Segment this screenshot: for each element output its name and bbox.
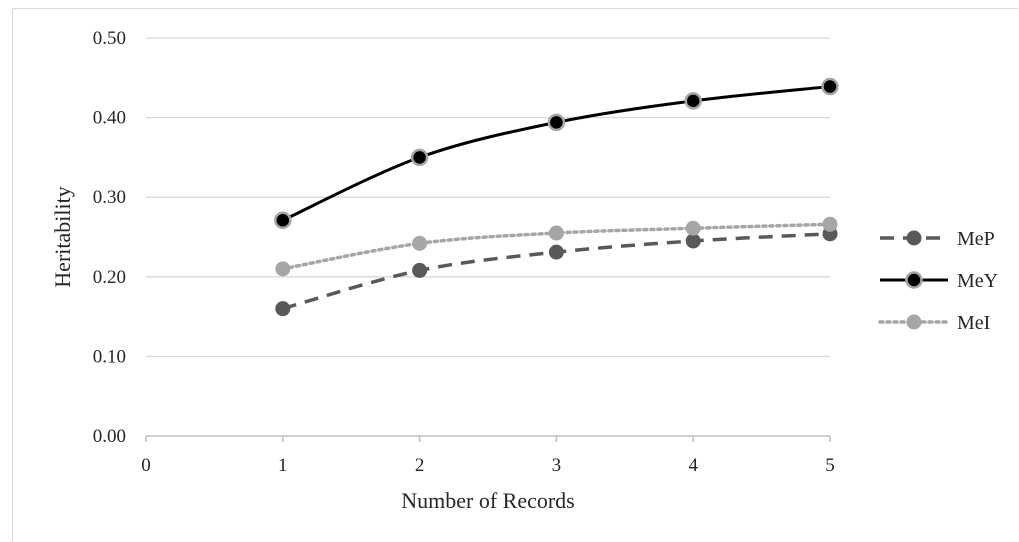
x-tick-label: 4 (688, 455, 698, 476)
data-point-mei (275, 261, 291, 277)
x-tick-label: 0 (141, 455, 151, 476)
y-tick-label: 0.20 (93, 267, 126, 288)
data-point-mey (547, 113, 566, 132)
legend-label-mei: MeI (957, 312, 990, 334)
chart-border (12, 8, 1018, 541)
legend-label-mey: MeY (957, 270, 998, 292)
x-tick-label: 1 (278, 455, 288, 476)
tick-labels: 0.00 0.10 0.20 0.30 0.40 0.50 0 1 2 3 4 5 (93, 28, 835, 476)
data-point-mey (410, 148, 429, 167)
x-tick-label: 3 (552, 455, 562, 476)
y-tick-label: 0.40 (93, 108, 126, 129)
legend-marker-mei (906, 314, 922, 330)
data-point-mey (274, 211, 292, 230)
data-point-mep (685, 233, 701, 249)
legend-label-mep: MeP (957, 228, 995, 250)
x-tick-label: 5 (825, 455, 835, 476)
data-point-mei (685, 220, 701, 236)
series-markers (274, 77, 839, 317)
legend-marker-mep (906, 230, 922, 246)
y-axis-title: Heritability (50, 186, 75, 287)
legend: MeP MeY MeI (878, 228, 998, 334)
y-tick-label: 0.10 (93, 346, 126, 367)
x-tick-label: 2 (415, 455, 425, 476)
data-point-mep (412, 262, 428, 278)
y-tick-label: 0.00 (93, 426, 126, 447)
data-point-mei (412, 235, 428, 251)
data-point-mei (548, 225, 564, 241)
series-line-mey (282, 85, 831, 222)
data-point-mei (822, 216, 838, 232)
legend-marker-mey (905, 271, 923, 289)
x-axis-title: Number of Records (401, 488, 575, 513)
y-tick-label: 0.50 (93, 28, 126, 49)
data-point-mep (275, 301, 291, 317)
data-point-mep (548, 244, 564, 260)
y-tick-label: 0.30 (93, 187, 126, 208)
axes (145, 435, 831, 442)
gridlines (146, 37, 830, 358)
data-point-mey (821, 77, 839, 96)
data-point-mey (684, 92, 702, 110)
